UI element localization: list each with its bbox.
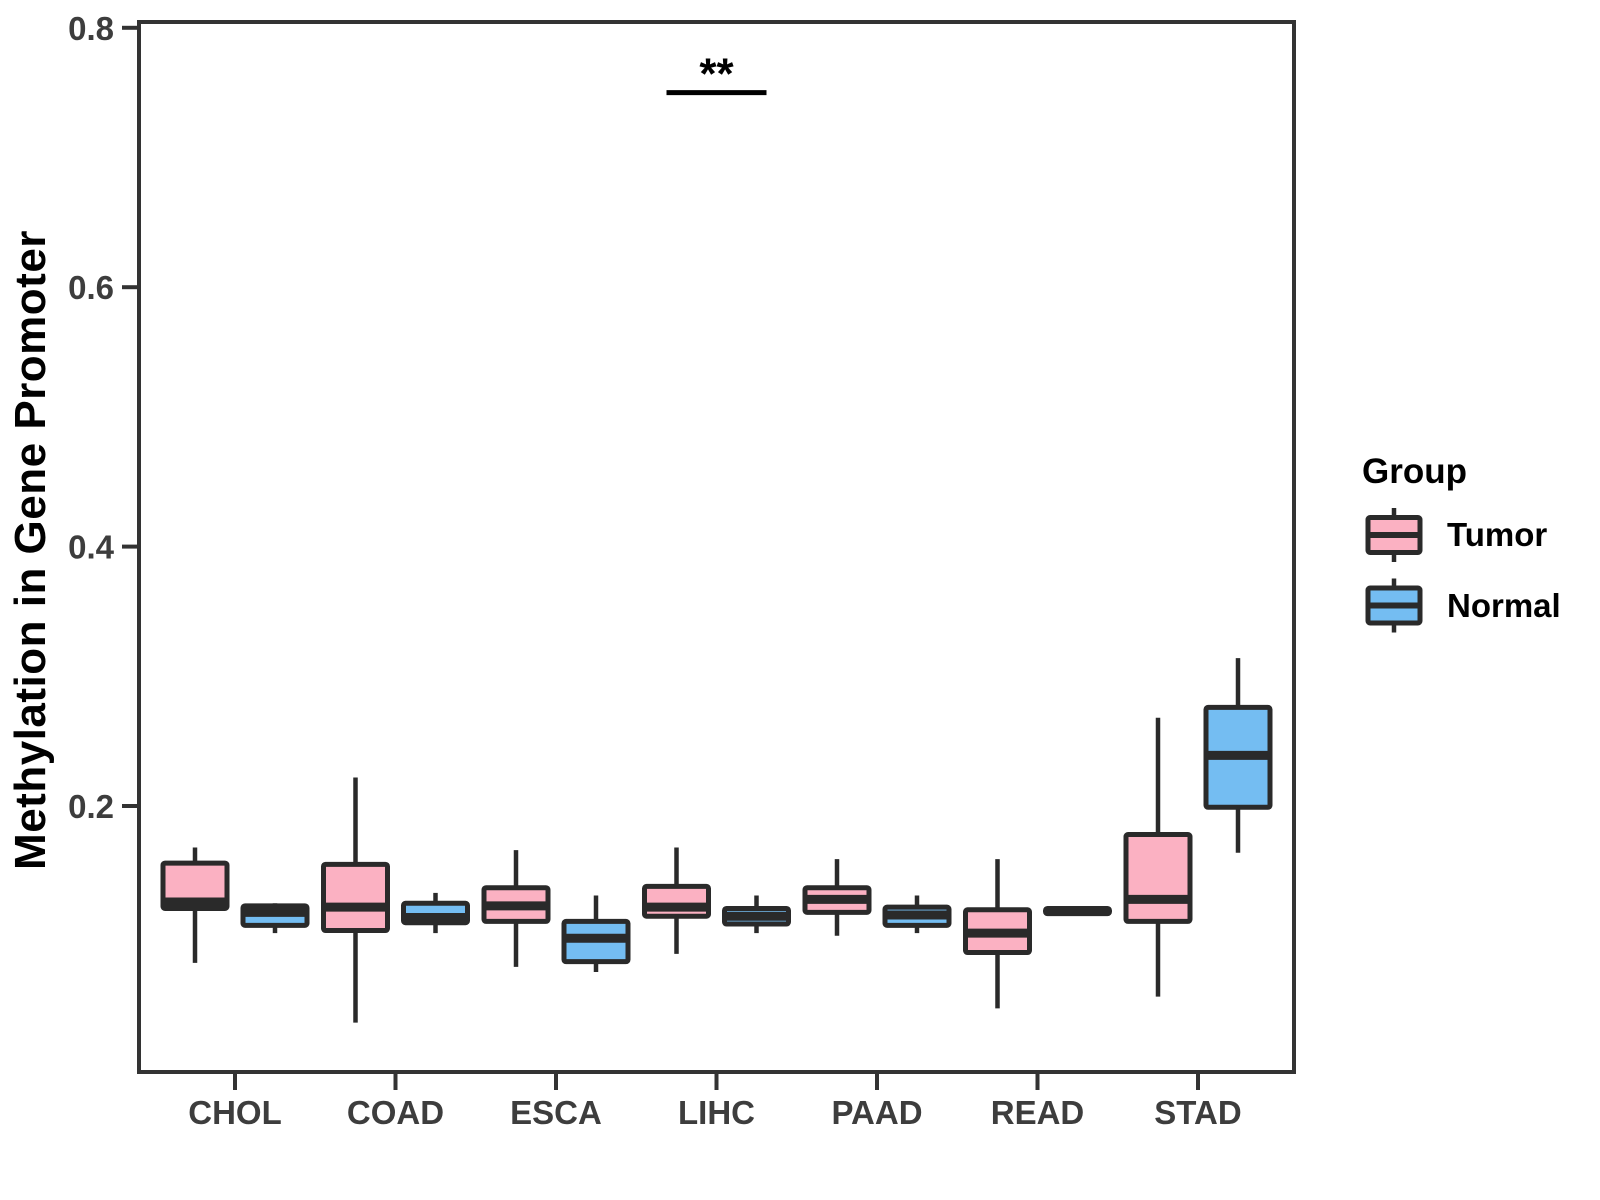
x-axis-tick-label: COAD — [347, 1094, 444, 1131]
y-axis-title: Methylation in Gene Promoter — [6, 230, 55, 870]
legend-label-normal: Normal — [1447, 587, 1561, 624]
x-axis-tick-label: LIHC — [678, 1094, 755, 1131]
box-coad-tumor-box — [321, 861, 390, 934]
y-axis-tick-label: 0.2 — [68, 788, 114, 825]
box-stad-tumor-box — [1123, 832, 1193, 924]
y-axis-tick-label: 0.6 — [68, 269, 114, 306]
x-axis-tick-label: PAAD — [831, 1094, 922, 1131]
significance-label: ** — [699, 50, 734, 99]
plot-panel — [137, 20, 1296, 1074]
legend-label-tumor: Tumor — [1447, 516, 1548, 553]
y-axis-tick-label: 0.4 — [68, 529, 115, 566]
x-axis-tick-label: ESCA — [510, 1094, 602, 1131]
x-axis-tick-label: CHOL — [188, 1094, 282, 1131]
box-chol-tumor-box — [160, 860, 230, 911]
x-axis-tick-label: READ — [991, 1094, 1085, 1131]
box-lihc-tumor-box — [642, 883, 711, 919]
y-axis-tick-label: 0.8 — [68, 10, 114, 47]
x-axis-tick-label: STAD — [1154, 1094, 1241, 1131]
legend-title: Group — [1362, 452, 1467, 491]
